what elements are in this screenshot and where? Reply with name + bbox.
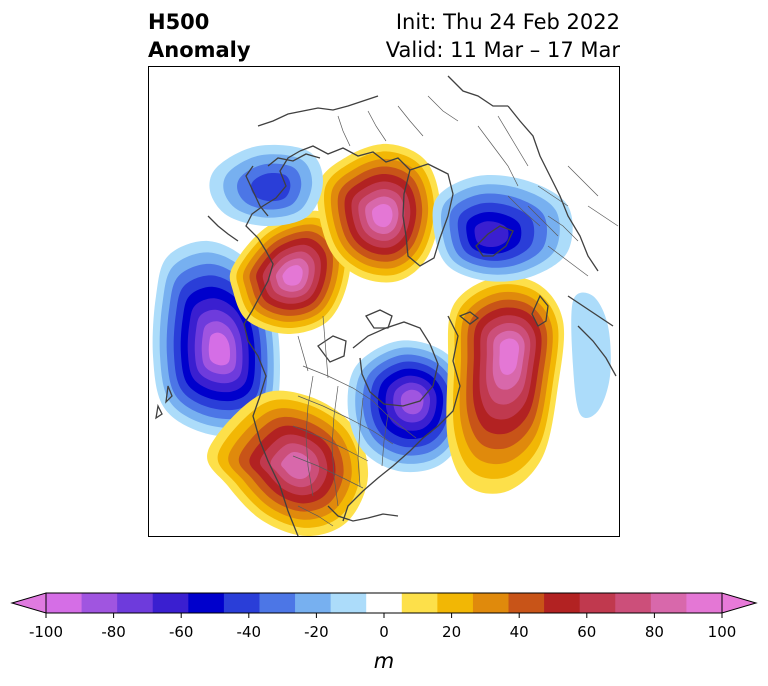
chart-title: H500 Anomaly (148, 8, 251, 64)
colorbar-box (223, 593, 260, 613)
colorbar-tick-label: -60 (169, 623, 194, 641)
colorbar-box (472, 593, 510, 613)
colorbar-box (366, 593, 403, 613)
colorbar-box (401, 593, 438, 613)
borders (292, 95, 619, 527)
coastlines (155, 75, 617, 537)
colorbar-box (46, 593, 83, 613)
anomaly-contour (499, 338, 520, 375)
colorbar-box (686, 593, 723, 613)
anomaly-contour (250, 172, 291, 202)
colorbar-box (152, 593, 189, 613)
colorbar-under-arrow (10, 592, 47, 614)
anomaly-contour (208, 332, 230, 366)
title-field: Anomaly (148, 38, 251, 62)
anomaly-contour (372, 203, 393, 228)
colorbar-tick-label: 0 (379, 623, 389, 641)
colorbar-tick-label: -100 (29, 623, 63, 641)
colorbar-box (117, 593, 154, 613)
colorbar-ticks: -100 -80 -60 -40 -20 0 20 40 60 80 100 (29, 613, 736, 641)
colorbar-box (579, 593, 616, 613)
colorbar-box (188, 593, 225, 613)
anomaly-contour (400, 389, 424, 415)
colorbar-tick-label: -20 (304, 623, 329, 641)
chart-dates: Init: Thu 24 Feb 2022 Valid: 11 Mar – 17… (386, 8, 620, 64)
colorbar-box (259, 593, 296, 613)
colorbar-box (615, 593, 652, 613)
title-variable: H500 (148, 10, 210, 34)
colorbar-boxes (10, 592, 758, 614)
colorbar-tick-label: 60 (577, 623, 596, 641)
anomaly-contour (571, 292, 611, 419)
colorbar-box (81, 593, 118, 613)
colorbar-box (295, 593, 332, 613)
colorbar: -100 -80 -60 -40 -20 0 20 40 60 80 100 m (10, 592, 758, 673)
colorbar-unit-label: m (374, 649, 394, 673)
colorbar-box (544, 593, 581, 613)
colorbar-box (508, 593, 545, 613)
anomaly-contour (474, 221, 509, 248)
colorbar-box (330, 593, 367, 613)
colorbar-over-arrow (721, 592, 758, 614)
map-frame (148, 66, 620, 537)
anomaly-contour (282, 265, 303, 286)
anomaly-map (148, 66, 620, 537)
colorbar-tick-label: -80 (101, 623, 126, 641)
colorbar-tick-label: 80 (645, 623, 664, 641)
colorbar-tick-label: 40 (510, 623, 529, 641)
colorbar-tick-label: 20 (442, 623, 461, 641)
colorbar-tick-label: 100 (708, 623, 737, 641)
init-date: Init: Thu 24 Feb 2022 (395, 10, 620, 34)
colorbar-tick-label: -40 (237, 623, 262, 641)
anomaly-contour (281, 451, 312, 480)
colorbar-box (650, 593, 687, 613)
colorbar-box (437, 593, 474, 613)
valid-range: Valid: 11 Mar – 17 Mar (385, 38, 620, 62)
